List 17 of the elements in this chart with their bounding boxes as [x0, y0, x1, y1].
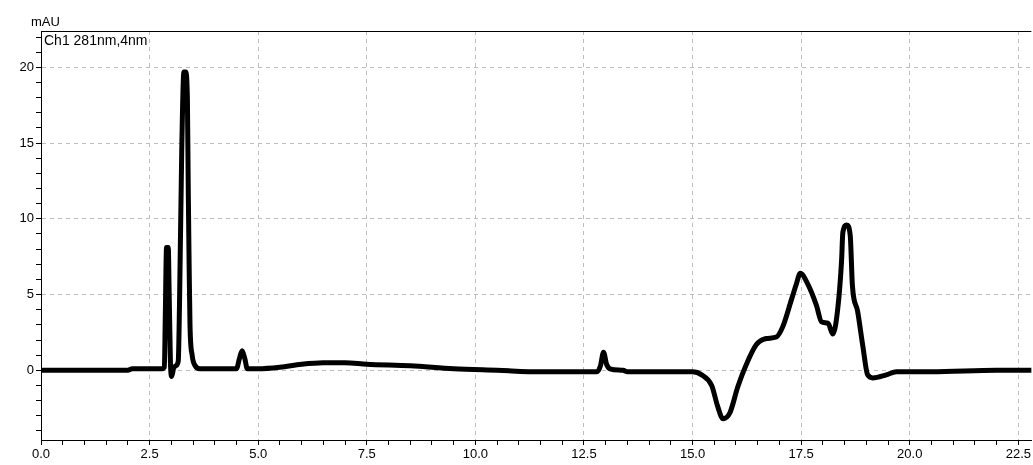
y-tick-label: 0: [26, 361, 34, 377]
x-tick-label: 2.5: [140, 446, 159, 462]
annotation: Ch1 281nm,4nm: [44, 31, 148, 48]
x-tick-label: 5.0: [249, 446, 268, 462]
x-tick-label: 22.5: [1005, 446, 1031, 462]
x-tick-label: 20.0: [897, 446, 923, 462]
x-tick-label: 17.5: [788, 446, 814, 462]
y-tick-label: 20: [19, 58, 34, 74]
x-tick-label: 15.0: [679, 446, 706, 462]
y-tick-label: 5: [26, 286, 34, 302]
x-tick-label: 10.0: [462, 446, 489, 462]
y-tick-label: 10: [19, 210, 34, 226]
y-tick-label: 15: [19, 134, 34, 150]
x-tick-label: 7.5: [357, 446, 376, 462]
y-axis-title: mAU: [31, 14, 60, 30]
x-tick-label: 12.5: [571, 446, 597, 462]
x-tick-label: 0.0: [31, 446, 51, 462]
